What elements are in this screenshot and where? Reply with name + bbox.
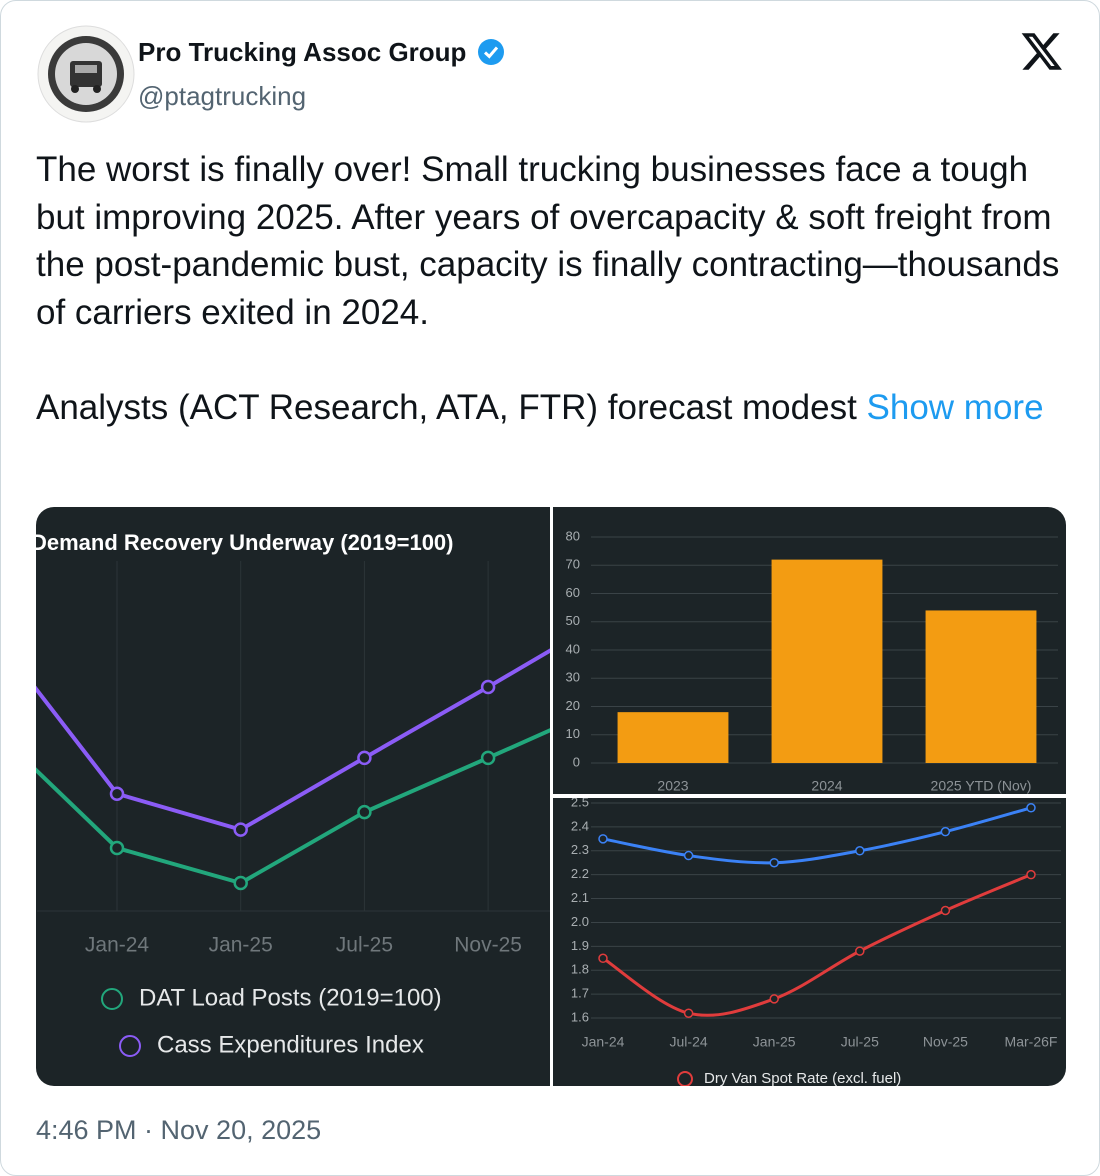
author-name-text[interactable]: Pro Trucking Assoc Group [138,37,467,67]
legend-label: Dry Van Spot Rate (excl. fuel) [704,1070,901,1086]
point [598,953,608,964]
x-tick-label: Jul-25 [336,934,393,957]
x-logo[interactable] [1019,29,1065,73]
x-tick-label: Mar-26F [1005,1034,1058,1050]
verified-badge [477,39,504,65]
x-tick-label: Jan-24 [85,934,150,957]
point [357,750,372,766]
x-tick-label: Jan-25 [209,934,273,957]
y-tick-label: 80 [566,528,580,543]
x-tick-label: Jan-25 [753,1034,796,1050]
y-tick-label: 70 [566,557,580,572]
point [769,994,779,1004]
point [480,750,496,766]
y-tick-label: 1.7 [571,986,589,1001]
bar [925,610,1037,763]
y-tick-label: 30 [566,670,580,685]
y-tick-label: 60 [566,585,580,600]
x-tick-label: Nov-25 [454,934,522,957]
y-tick-label: 1.9 [571,938,589,953]
point [109,840,125,856]
y-tick-label: 1.8 [571,962,589,977]
bar [617,712,729,763]
legend-label: DAT Load Posts (2019=100) [139,984,442,1011]
series-line [36,728,550,886]
y-tick-label: 2.0 [571,914,589,929]
y-tick-label: 2.2 [571,866,589,881]
chart-title: Demand Recovery Underway (2019=100) [36,530,454,555]
paragraph-text: Analysts (ACT Research, ATA, FTR) foreca… [36,387,857,427]
panel-bg [553,798,1066,1086]
point [233,822,248,837]
point [683,1008,694,1018]
y-tick-label: 2.3 [571,842,589,857]
show-more[interactable]: Show more [866,387,1044,427]
point [855,846,865,856]
paragraph: The worst is finally over! Small truckin… [36,150,1060,332]
media[interactable]: Jan-24 Jan-25 Jul-25 Nov-25 Demand Recovery … [36,507,1066,1086]
author-name[interactable]: Pro Trucking Assoc Group [138,37,505,68]
y-tick-label: 0 [573,754,580,769]
y-tick-label: 2.1 [571,890,589,905]
y-tick-label: 20 [566,698,580,713]
x-tick-label: Nov-25 [923,1034,968,1050]
y-tick-label: 40 [566,641,580,656]
x-tick-label: 2024 [811,778,842,794]
author-handle[interactable]: @ptagtrucking [138,81,307,111]
post-text: The worst is finally over! Small truckin… [36,146,1076,479]
legend-marker [101,988,123,1010]
x-tick-label: Jul-25 [841,1034,879,1050]
point [855,946,865,956]
y-tick-label: 2.4 [571,818,589,833]
point [480,679,496,695]
y-tick-label: 10 [566,726,580,741]
paragraph: Analysts (ACT Research, ATA, FTR) foreca… [36,384,1076,432]
charts: Jan-24 Jan-25 Jul-25 Nov-25 Demand Recovery … [36,507,1066,1086]
point [357,804,372,820]
x-tick-label: 2023 [657,778,688,794]
legend-label: Cass Expenditures Index [157,1031,424,1058]
y-tick-label: 50 [566,613,580,628]
legend-marker [119,1035,141,1057]
point [598,834,608,844]
point [940,826,951,837]
x-tick-label: Jul-24 [670,1034,708,1050]
series-line [602,806,1032,865]
point [1026,803,1036,813]
point [233,875,248,891]
point [1026,869,1036,880]
point [769,857,779,868]
point [109,786,125,801]
y-tick-label: 2.5 [571,794,589,809]
point [683,850,694,861]
bar [771,559,883,763]
series-line [602,873,1032,1017]
avatar[interactable] [37,25,135,123]
timestamp[interactable]: 4:46 PM · Nov 20, 2025 [36,1115,322,1145]
legend-marker [677,1071,693,1086]
x-tick-label: 2025 YTD (Nov) [931,778,1032,794]
point [940,905,951,916]
series-line [36,648,550,832]
x-tick-label: Jan-24 [582,1034,625,1050]
y-tick-label: 1.6 [571,1009,589,1024]
